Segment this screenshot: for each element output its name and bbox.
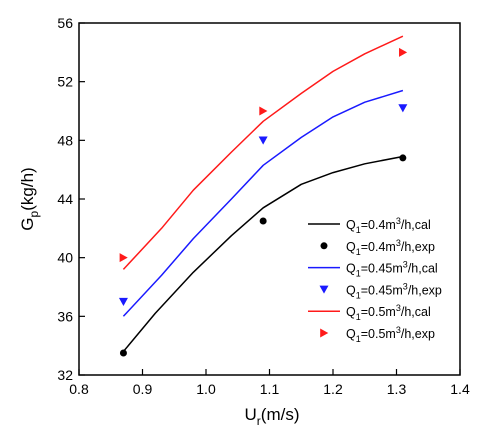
legend-label-0: Q1=0.4m3/h,cal [346,216,431,235]
y-tick-label: 56 [57,15,73,31]
legend-label-3: Q1=0.45m3/h,exp [346,281,442,300]
y-axis-label: Gp(kg/h) [18,167,41,230]
legend-label-2: Q1=0.45m3/h,cal [346,260,438,279]
legend-label-1: Q1=0.4m3/h,exp [346,238,435,257]
data-point-5-1 [259,106,268,116]
y-tick-label: 36 [57,308,73,324]
y-tick-label: 44 [57,191,73,207]
legend-label-5: Q1=0.5m3/h,exp [346,325,435,344]
data-point-1-2 [399,154,407,162]
y-tick-label: 48 [57,132,73,148]
data-point-3-1 [258,136,268,145]
x-axis-label: Ur(m/s) [245,405,300,428]
y-tick-label: 40 [57,250,73,266]
legend-marker-5 [320,328,329,338]
x-tick-label: 1.1 [260,381,280,397]
data-point-3-0 [118,297,128,306]
data-point-3-2 [398,104,408,113]
axis-ticks: 0.8 0.9 1.0 1.1 1.2 1.3 1.4 32 36 40 44 48 52 56 [57,15,470,397]
data-point-1-0 [119,349,127,357]
legend-marker-3 [319,285,329,294]
legend-label-4: Q1=0.5m3/h,cal [346,303,431,322]
data-point-1-1 [259,217,267,225]
x-tick-label: 0.8 [69,381,89,397]
series-group [118,35,408,357]
y-tick-label: 32 [57,367,73,383]
legend-marker-1 [320,242,328,250]
legend: Q1=0.4m3/h,cal Q1=0.4m3/h,exp Q1=0.45m3/h,… [308,216,442,344]
series-line-2 [122,89,404,317]
x-tick-label: 1.2 [323,381,343,397]
x-tick-label: 1.3 [387,381,407,397]
x-tick-label: 0.9 [133,381,153,397]
y-tick-label: 52 [57,74,73,90]
data-point-5-0 [119,253,128,263]
x-tick-label: 1.4 [450,381,470,397]
series-line-0 [122,155,404,352]
x-tick-label: 1.0 [196,381,216,397]
data-point-5-2 [399,47,408,57]
plot-frame [78,22,461,376]
series-line-4 [122,35,404,270]
